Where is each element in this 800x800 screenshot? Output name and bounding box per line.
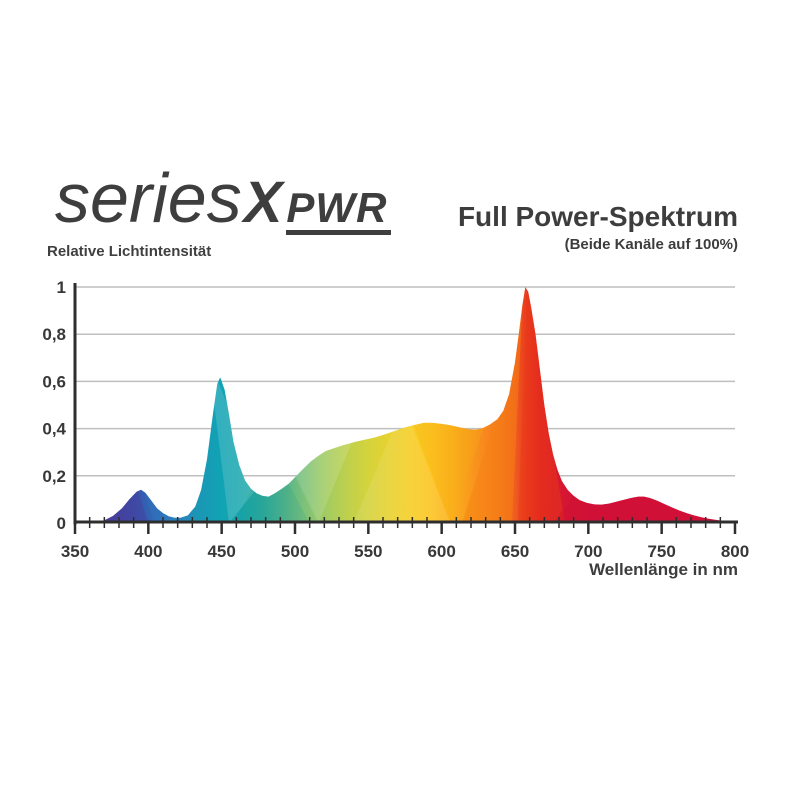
y-tick-label: 0,6 (42, 372, 66, 391)
x-tick-label: 600 (427, 542, 455, 561)
y-axis-title: Relative Lichtintensität (47, 243, 212, 260)
x-tick-label: 450 (207, 542, 235, 561)
brand-logo: series X PWR (55, 159, 392, 237)
chart-title-block: Full Power-Spektrum (Beide Kanäle auf 10… (457, 201, 738, 253)
x-tick-label: 800 (721, 542, 749, 561)
facet-polygon (517, 287, 565, 523)
brand-logo-x-text: X (243, 170, 283, 235)
spectrum-area (75, 287, 735, 523)
facet-polygon (107, 485, 149, 523)
x-tick-label: 350 (61, 542, 89, 561)
y-tick-label: 0,4 (42, 420, 66, 439)
y-tick-label: 1 (57, 278, 66, 297)
y-tick-label: 0,8 (42, 325, 66, 344)
x-tick-label: 400 (134, 542, 162, 561)
x-tick-label: 650 (501, 542, 529, 561)
chart-subtitle: (Beide Kanäle auf 100%) (564, 235, 738, 253)
spectrum-facets (107, 287, 735, 523)
x-axis-title: Wellenlänge in nm (589, 560, 738, 579)
facet-polygon (353, 405, 451, 523)
facet-polygon (462, 287, 524, 523)
brand-logo-series-text: series (55, 159, 242, 237)
x-tick-label: 700 (574, 542, 602, 561)
x-tick-label: 500 (281, 542, 309, 561)
brand-logo-pwr-text: PWR (286, 187, 392, 235)
chart-title: Full Power-Spektrum (457, 201, 738, 232)
y-tick-label: 0,2 (42, 467, 66, 486)
x-tick-label: 750 (647, 542, 675, 561)
facet-polygon (553, 475, 735, 523)
facet-polygon (406, 405, 492, 523)
x-tick-label: 550 (354, 542, 382, 561)
y-tick-label: 0 (57, 514, 66, 533)
